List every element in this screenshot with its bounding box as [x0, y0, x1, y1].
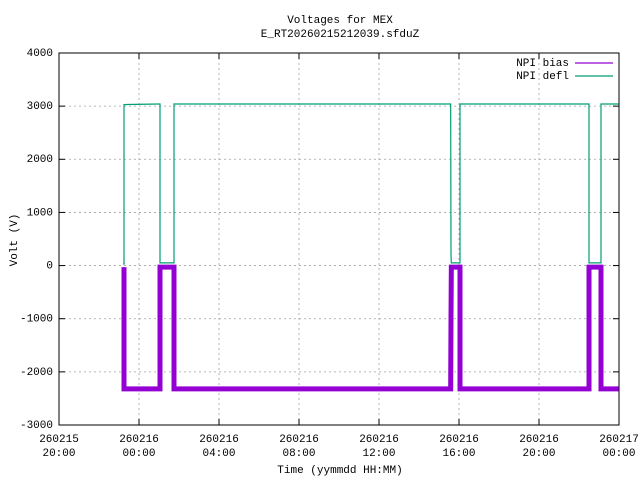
- series-line: [123, 103, 619, 265]
- x-tick-label: 260216 08:00: [279, 434, 319, 460]
- x-tick-label: 260217 00:00: [599, 434, 639, 460]
- y-tick-label: 4000: [27, 48, 53, 60]
- x-tick-label: 260216 20:00: [519, 434, 559, 460]
- chart-subtitle: E_RT20260215212039.sfduZ: [261, 29, 420, 41]
- y-tick-label: 1000: [27, 207, 53, 219]
- y-tick-label: 3000: [27, 101, 53, 113]
- x-tick-label: 260216 00:00: [119, 434, 159, 460]
- y-tick-label: 2000: [27, 154, 53, 166]
- y-tick-label: 0: [46, 260, 53, 272]
- x-tick-label: 260216 12:00: [359, 434, 399, 460]
- chart-title: Voltages for MEX: [287, 15, 393, 27]
- x-tick-label: 260215 20:00: [39, 434, 79, 460]
- y-tick-label: -3000: [20, 420, 53, 432]
- legend-label: NPI bias: [516, 58, 569, 70]
- y-tick-label: -2000: [20, 367, 53, 379]
- series-line: [121, 264, 619, 392]
- y-axis-label: Volt (V): [9, 214, 21, 267]
- x-tick-label: 260216 04:00: [199, 434, 239, 460]
- y-tick-label: -1000: [20, 314, 53, 326]
- x-tick-label: 260216 16:00: [439, 434, 479, 460]
- x-axis-label: Time (yymmdd HH:MM): [277, 465, 402, 477]
- legend-label: NPI defl: [516, 71, 569, 83]
- plot-frame: [58, 52, 620, 426]
